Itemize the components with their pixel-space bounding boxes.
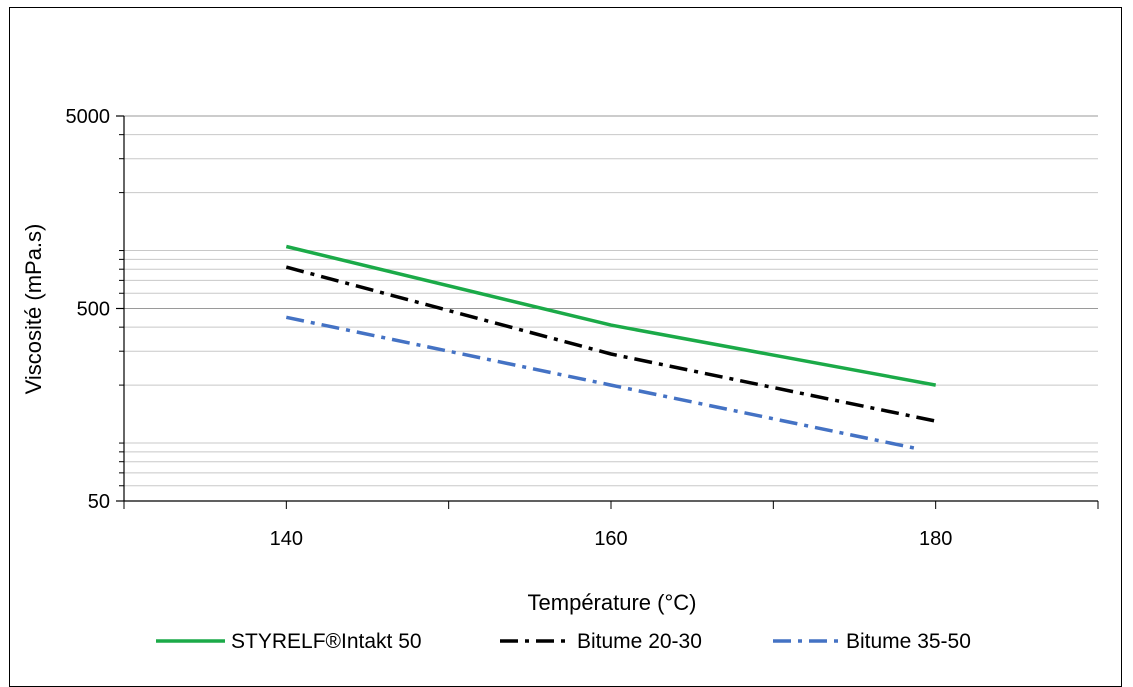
x-tick-label: 140 — [270, 528, 303, 550]
legend-label-3: Bitume 35-50 — [846, 630, 971, 653]
series-line-1 — [285, 244, 937, 387]
tick-labels: 140 160 180 50 500 5000 — [66, 106, 953, 550]
legend-label-1: STYRELF®Intakt 50 — [231, 630, 422, 653]
series-line-2 — [285, 265, 937, 423]
line-chart: 140 160 180 50 500 5000 Température (°C) Visc… — [21, 106, 1099, 653]
series-lines — [285, 244, 937, 451]
chart-frame — [9, 7, 1122, 687]
axes — [116, 115, 1099, 509]
series-line-3 — [285, 315, 920, 451]
legend-label-2: Bitume 20-30 — [577, 630, 702, 653]
y-tick-label: 5000 — [66, 106, 111, 128]
gridlines — [124, 115, 1098, 487]
y-axis-title: Viscosité (mPa.s) — [21, 224, 46, 395]
legend: STYRELF®Intakt 50 Bitume 20-30 Bitume 35-5… — [156, 630, 971, 653]
y-tick-label: 50 — [88, 491, 110, 513]
x-tick-label: 180 — [919, 528, 952, 550]
y-tick-label: 500 — [77, 299, 110, 321]
x-axis-title: Température (°C) — [528, 590, 697, 615]
x-tick-label: 160 — [594, 528, 627, 550]
